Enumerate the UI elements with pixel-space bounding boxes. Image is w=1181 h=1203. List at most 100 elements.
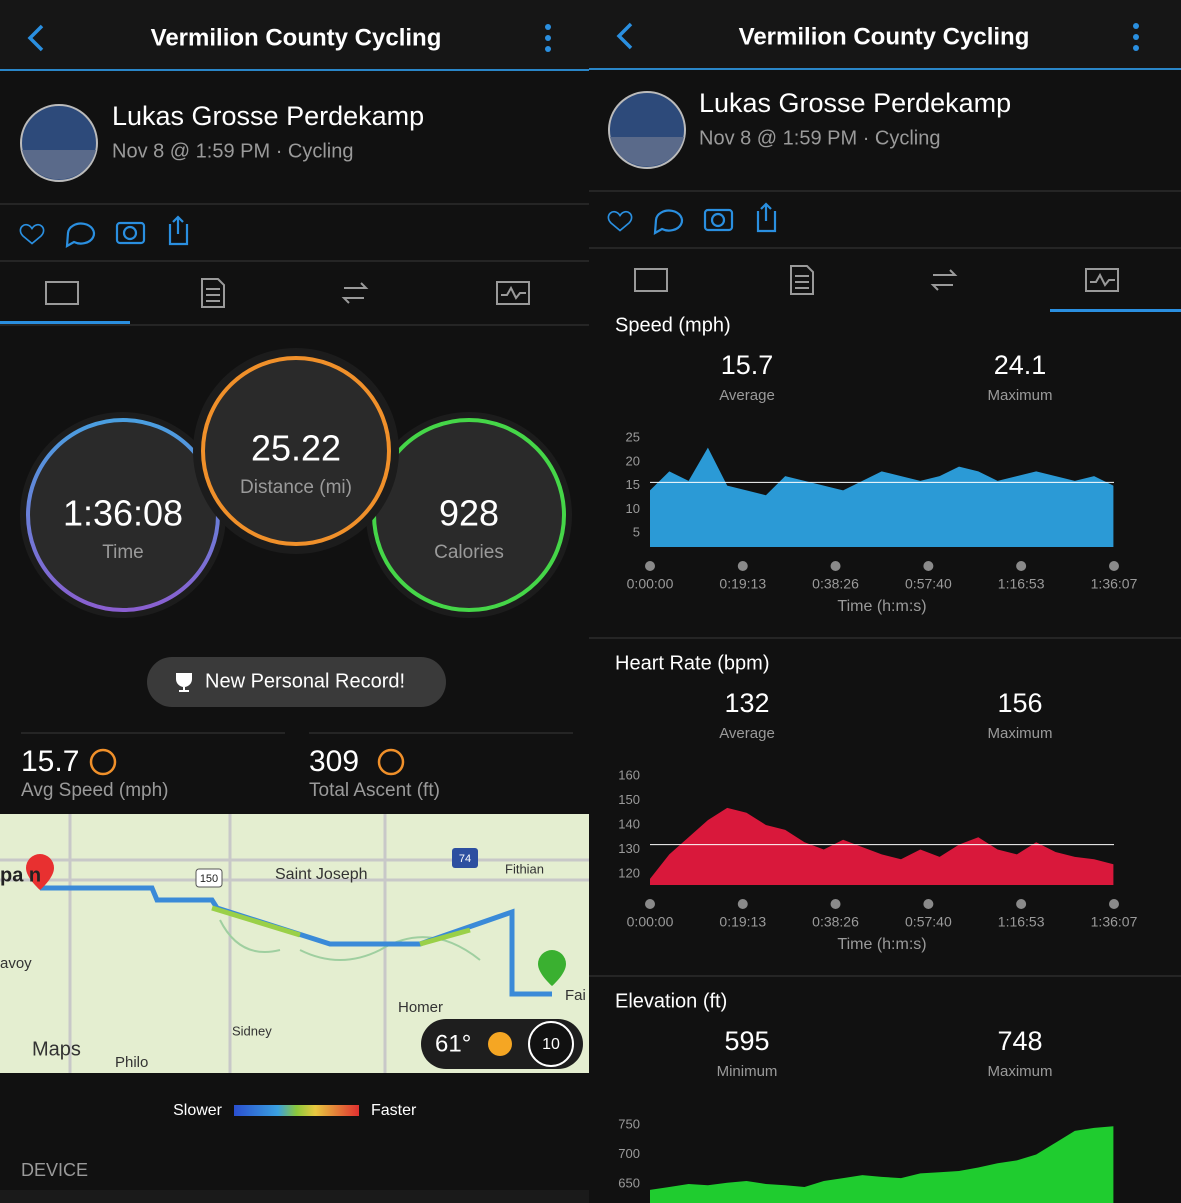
action-icons[interactable] — [19, 215, 189, 248]
stat-label: Minimum — [717, 1063, 778, 1080]
stat-label: Average — [719, 387, 775, 404]
x-tick-label: 1:16:53 — [998, 914, 1045, 930]
menu-button[interactable] — [1133, 23, 1139, 51]
time-value: 1:36:08 — [63, 493, 183, 534]
stat-label: Average — [719, 725, 775, 742]
x-tick-label: 0:00:00 — [627, 914, 674, 930]
x-tick — [1016, 561, 1027, 571]
map-label: Saint Joseph — [275, 866, 368, 883]
map-label: avoy — [0, 955, 32, 972]
tabs[interactable] — [634, 265, 1119, 295]
header-title: Vermilion County Cycling — [151, 24, 442, 51]
stat-label: Maximum — [987, 725, 1052, 742]
x-axis-label: Time (h:m:s) — [837, 598, 926, 615]
x-tick — [923, 561, 934, 571]
y-tick-label: 25 — [626, 430, 640, 445]
distance-value: 25.22 — [251, 428, 341, 469]
header-bg — [589, 0, 1181, 69]
header-bg — [0, 0, 589, 70]
map-label: Sidney — [232, 1023, 272, 1038]
stat-value: 156 — [997, 688, 1042, 718]
y-tick-label: 700 — [618, 1146, 640, 1161]
y-tick-label: 150 — [618, 792, 640, 807]
area — [650, 447, 1114, 547]
legend-bar — [234, 1105, 359, 1116]
stat-icon — [89, 748, 117, 776]
x-tick — [645, 561, 655, 571]
x-tick-label: 0:19:13 — [719, 914, 766, 930]
x-tick — [830, 561, 841, 571]
section-bg — [0, 1190, 589, 1203]
stat-value: 15.7 — [721, 350, 774, 380]
profile-meta: Nov 8 @ 1:59 PM · Cycling — [699, 127, 941, 149]
y-tick-label: 120 — [618, 865, 640, 880]
map-labels: Saint Joseph Fithian Homer Sidney Philo … — [0, 861, 586, 1071]
x-tick — [737, 561, 748, 571]
calories-label: Calories — [434, 542, 504, 563]
y-tick-label: 20 — [626, 453, 640, 468]
x-tick — [737, 899, 748, 909]
x-tick-label: 0:38:26 — [812, 914, 859, 930]
x-tick — [923, 899, 934, 909]
y-tick-label: 160 — [618, 768, 640, 783]
y-tick-label: 750 — [618, 1116, 640, 1131]
x-tick-label: 0:57:40 — [905, 576, 952, 592]
area — [650, 807, 1114, 885]
left-panel: Vermilion County Cycling Lukas Grosse Pe… — [0, 0, 589, 1203]
time-label: Time — [102, 542, 144, 563]
legend-faster: Faster — [371, 1102, 417, 1119]
action-icons[interactable] — [607, 202, 777, 235]
x-tick-label: 1:16:53 — [998, 576, 1045, 592]
header-title: Vermilion County Cycling — [739, 23, 1030, 50]
x-tick — [1016, 899, 1027, 909]
stat-value: 24.1 — [994, 350, 1047, 380]
stat-label: Maximum — [987, 1063, 1052, 1080]
back-button[interactable] — [27, 24, 44, 52]
dist-ring — [201, 356, 391, 546]
map-label: pa n — [0, 864, 41, 886]
tabs[interactable] — [45, 278, 530, 308]
stat-label: Total Ascent (ft) — [309, 780, 440, 801]
x-tick — [830, 899, 841, 909]
y-tick-label: 130 — [618, 841, 640, 856]
map-label: Fai — [565, 987, 586, 1004]
x-tick-label: 0:57:40 — [905, 914, 952, 930]
x-tick — [645, 899, 655, 909]
x-tick-label: 1:36:07 — [1091, 914, 1138, 930]
wind: 10 — [542, 1036, 560, 1053]
x-tick-label: 0:00:00 — [627, 576, 674, 592]
shield: 74 — [459, 853, 471, 865]
y-tick-label: 5 — [633, 525, 640, 540]
x-tick-label: 1:36:07 — [1091, 576, 1138, 592]
active-tab — [0, 321, 130, 324]
active-tab — [1050, 309, 1181, 312]
x-tick — [1109, 561, 1119, 571]
section-label: DEVICE — [21, 1160, 88, 1180]
chart-title: Speed (mph) — [615, 314, 731, 336]
stat-icon — [377, 748, 405, 776]
right-panel: Vermilion County Cycling Lukas Grosse Pe… — [589, 0, 1181, 977]
stat-value: 309 — [309, 745, 359, 778]
record-button[interactable] — [147, 657, 446, 707]
map[interactable]: 150 74 Saint Joseph Fithian Homer Sidney… — [0, 814, 589, 1073]
stat-value: 132 — [724, 688, 769, 718]
map-label: Homer — [398, 999, 443, 1016]
back-button[interactable] — [616, 22, 633, 50]
profile-name: Lukas Grosse Perdekamp — [699, 88, 1011, 118]
x-axis-label: Time (h:m:s) — [837, 936, 926, 953]
calories-value: 928 — [439, 493, 499, 534]
x-tick-label: 0:19:13 — [719, 576, 766, 592]
distance-label: Distance (mi) — [240, 477, 352, 498]
map-label: Fithian — [505, 861, 544, 876]
record-text: New Personal Record! — [205, 670, 405, 692]
shield: 150 — [200, 873, 218, 885]
menu-button[interactable] — [545, 24, 551, 52]
stat-value: 15.7 — [21, 745, 79, 778]
avatar-snow — [610, 137, 684, 167]
y-tick-label: 15 — [626, 477, 640, 492]
stat-label: Maximum — [987, 387, 1052, 404]
temperature: 61° — [435, 1030, 471, 1057]
map-label: Philo — [115, 1054, 148, 1071]
